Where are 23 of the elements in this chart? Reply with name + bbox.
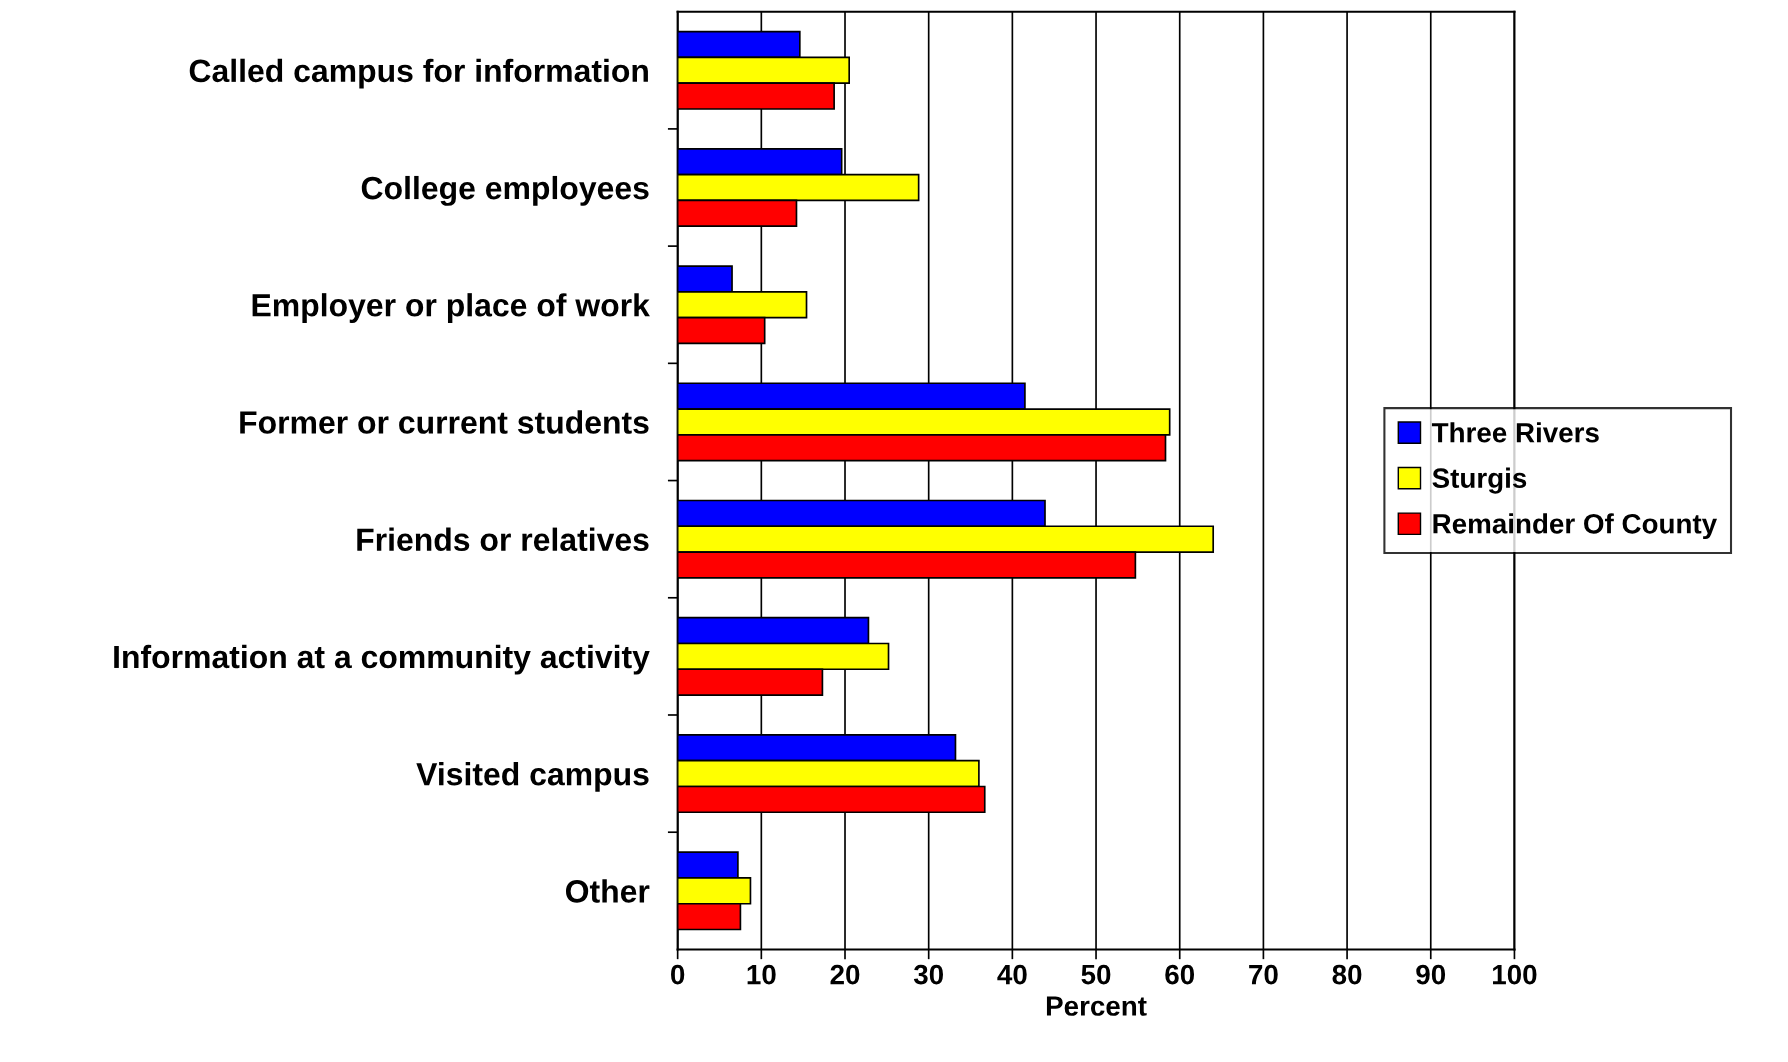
x-tick-label: 40 [997, 964, 1027, 985]
x-tick-label: 70 [1249, 964, 1278, 985]
legend-label: Three Rivers [1431, 422, 1599, 443]
y-tick-label: Called campus for information [189, 58, 648, 89]
legend-label: Sturgis [1432, 467, 1527, 494]
y-tick-label: Former or current students [240, 410, 649, 434]
x-tick-label: 30 [913, 964, 943, 985]
x-axis-title: Percent [1046, 996, 1147, 1016]
y-tick-label: Visited campus [416, 762, 649, 792]
y-tick-label: Employer or place of work [252, 293, 650, 323]
x-tick-label: 0 [671, 964, 685, 985]
x-tick-label: 10 [747, 964, 776, 985]
y-tick-label: College employees [361, 175, 649, 206]
y-tick-label: Friends or relatives [357, 527, 649, 552]
legend-label: Remainder Of County [1433, 513, 1717, 540]
x-tick-label: 80 [1332, 964, 1362, 985]
x-tick-label: 20 [830, 964, 860, 985]
x-tick-label: 100 [1493, 964, 1537, 985]
y-tick-label: Information at a community activity [114, 644, 650, 675]
x-tick-label: 60 [1165, 964, 1195, 985]
y-tick-label: Other [566, 879, 650, 903]
x-tick-label: 90 [1416, 964, 1446, 985]
x-tick-label: 50 [1081, 964, 1111, 985]
